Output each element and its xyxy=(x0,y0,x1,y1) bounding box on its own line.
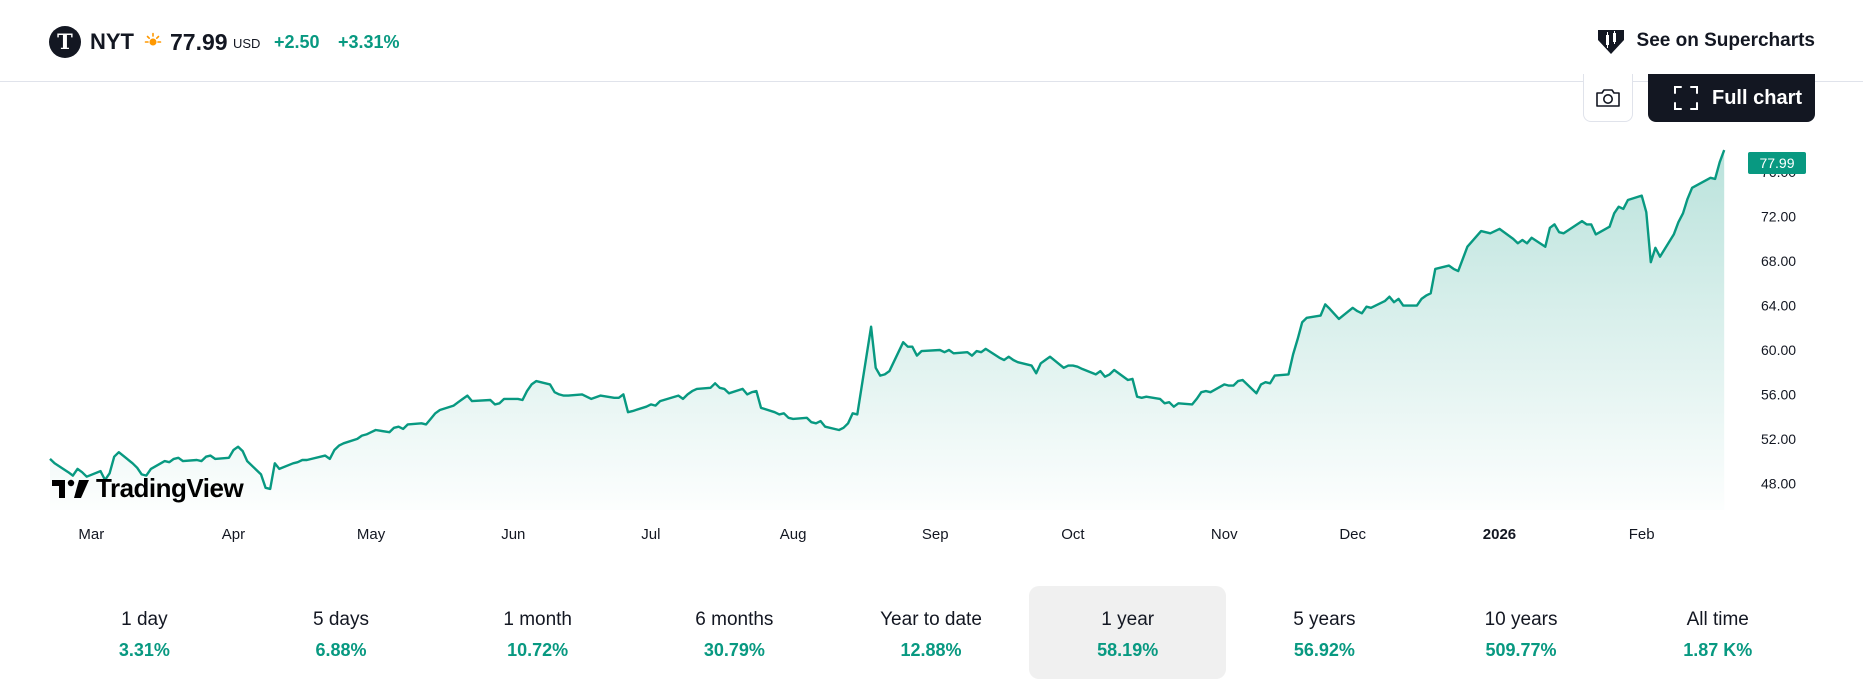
price-change-percent: +3.31% xyxy=(338,32,400,52)
x-tick-label: Jul xyxy=(641,526,660,543)
x-tick-label: Jun xyxy=(501,526,525,543)
period-return: 56.92% xyxy=(1293,640,1355,660)
period-label: 1 month xyxy=(503,609,572,630)
supercharts-label: See on Supercharts xyxy=(1636,30,1815,51)
period-label: All time xyxy=(1686,609,1749,630)
period-tab-all-time[interactable]: All time 1.87 K% xyxy=(1619,586,1816,679)
sun-icon xyxy=(144,32,162,46)
tradingview-label: TradingView xyxy=(96,473,244,503)
tradingview-icon xyxy=(52,479,89,498)
price-line[interactable] xyxy=(49,149,1726,491)
nyt-logo[interactable]: T xyxy=(49,26,81,58)
supercharts-icon xyxy=(1597,30,1624,54)
period-tab-1-year[interactable]: 1 year 58.19% xyxy=(1029,586,1227,679)
currency-label: USD xyxy=(233,36,261,51)
y-tick-label: 68.00 xyxy=(1761,253,1796,269)
period-tab-6-months[interactable]: 6 months 30.79% xyxy=(636,586,833,679)
y-tick-label: 72.00 xyxy=(1761,209,1796,225)
period-return: 6.88% xyxy=(315,640,367,660)
x-tick-label: Aug xyxy=(780,526,807,543)
symbol-header: T NYT 77.99 USD +2.50 +3.31% See on Supe… xyxy=(0,0,1863,82)
price-chart[interactable]: 76.0072.0068.0064.0060.0056.0052.0048.00… xyxy=(0,140,1863,560)
period-return: 1.87 K% xyxy=(1683,640,1753,660)
period-return: 30.79% xyxy=(703,640,765,660)
tradingview-logo[interactable]: TradingView xyxy=(52,473,244,504)
period-return: 10.72% xyxy=(507,640,569,660)
x-tick-label: Mar xyxy=(78,526,104,543)
x-tick-label: Oct xyxy=(1061,526,1085,543)
x-tick-label: Nov xyxy=(1211,526,1238,543)
camera-icon xyxy=(1596,88,1620,107)
period-tab-5-days[interactable]: 5 days 6.88% xyxy=(243,586,440,679)
price-change: +2.50 xyxy=(274,32,320,52)
period-tab-1-month[interactable]: 1 month 10.72% xyxy=(439,586,636,679)
price-area-fill xyxy=(50,150,1725,510)
period-selector: 1 day 3.31% 5 days 6.88% 1 month 10.72% 6 mont… xyxy=(46,586,1816,679)
period-label: 6 months xyxy=(695,609,774,630)
x-tick-label: Feb xyxy=(1629,526,1655,543)
period-return: 58.19% xyxy=(1097,640,1159,660)
period-label: 1 year xyxy=(1101,609,1155,630)
see-on-supercharts-link[interactable]: See on Supercharts xyxy=(1595,24,1815,58)
period-label: 5 days xyxy=(313,609,369,630)
y-tick-label: 60.00 xyxy=(1761,342,1796,358)
y-tick-label: 64.00 xyxy=(1761,298,1796,314)
x-tick-label: Sep xyxy=(922,526,949,543)
x-tick-label: May xyxy=(357,526,386,543)
full-chart-button[interactable]: Full chart xyxy=(1648,74,1815,122)
x-tick-label: Apr xyxy=(222,526,245,543)
period-label: 10 years xyxy=(1484,609,1558,630)
last-price-tag: 77.99 xyxy=(1748,152,1806,174)
period-tab-10-years[interactable]: 10 years 509.77% xyxy=(1423,586,1620,679)
last-price: 77.99 xyxy=(170,29,228,55)
period-return: 12.88% xyxy=(900,640,962,660)
x-tick-label: Dec xyxy=(1339,526,1366,543)
symbol-name[interactable]: NYT xyxy=(90,29,134,54)
y-tick-label: 56.00 xyxy=(1761,386,1796,402)
period-return: 509.77% xyxy=(1485,640,1557,660)
period-tab-5-years[interactable]: 5 years 56.92% xyxy=(1226,586,1423,679)
full-chart-label: Full chart xyxy=(1712,86,1803,109)
period-label: 1 day xyxy=(121,609,168,630)
y-tick-label: 52.00 xyxy=(1761,431,1796,447)
period-return: 3.31% xyxy=(118,640,170,660)
period-tab-year-to-date[interactable]: Year to date 12.88% xyxy=(833,586,1030,679)
period-label: 5 years xyxy=(1293,609,1356,630)
fullscreen-icon xyxy=(1674,86,1698,110)
period-tab-1-day[interactable]: 1 day 3.31% xyxy=(46,586,243,679)
snapshot-button[interactable] xyxy=(1583,74,1633,122)
period-label: Year to date xyxy=(880,609,982,630)
y-tick-label: 48.00 xyxy=(1761,475,1796,491)
x-tick-label: 2026 xyxy=(1483,526,1516,543)
